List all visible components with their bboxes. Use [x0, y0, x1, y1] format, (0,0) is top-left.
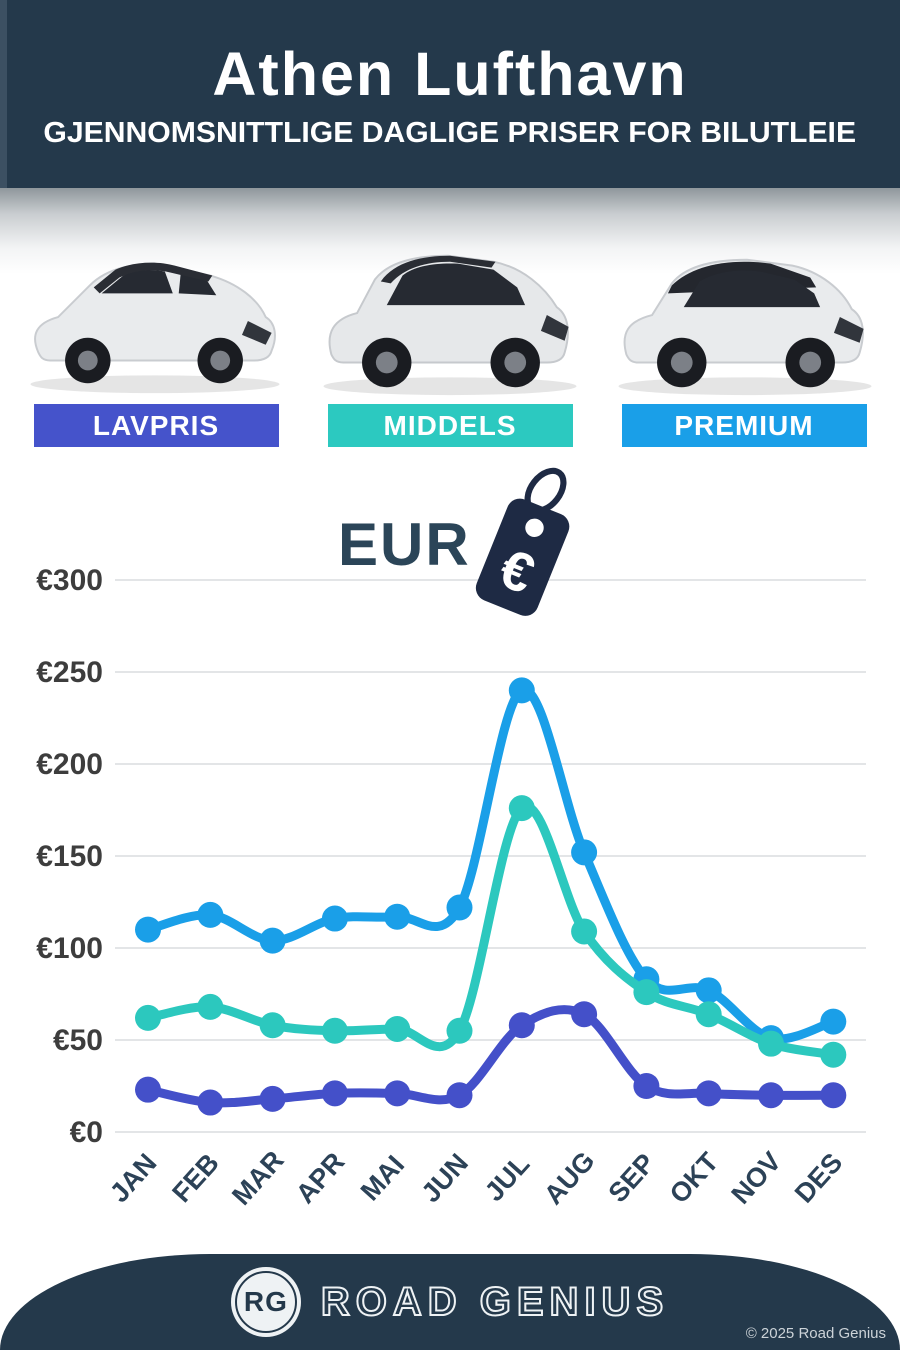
middels-point	[508, 795, 535, 822]
x-axis-label: OKT	[664, 1146, 725, 1209]
x-axis-label: SEP	[602, 1148, 660, 1208]
premium-point	[695, 977, 722, 1004]
premium-point	[197, 901, 224, 928]
road-genius-logo: RG	[230, 1267, 301, 1337]
category-label-middels: MIDDELS	[327, 404, 573, 447]
lavpris-point	[820, 1082, 847, 1109]
y-axis-tick-label: €250	[36, 656, 103, 689]
premium-point	[259, 927, 286, 954]
footer: RG ROAD GENIUS © 2025 Road Genius	[0, 1254, 900, 1350]
currency-heading: EUR €	[330, 466, 600, 626]
currency-label: EUR	[338, 511, 471, 578]
brand-name: ROAD GENIUS	[320, 1279, 670, 1325]
y-axis-tick-label: €50	[53, 1024, 103, 1057]
premium-point	[384, 903, 411, 930]
page-subtitle: GJENNOMSNITTLIGE DAGLIGE PRISER FOR BILU…	[43, 116, 857, 149]
lavpris-point	[695, 1080, 722, 1107]
middels-point	[259, 1012, 286, 1039]
middels-point	[758, 1030, 784, 1057]
middels-point	[197, 993, 224, 1020]
road-genius-logo-initials: RG	[234, 1271, 297, 1333]
lavpris-point	[758, 1082, 784, 1109]
middels-point	[820, 1041, 847, 1068]
price-tag-icon: €	[475, 467, 570, 616]
middels-point	[384, 1015, 411, 1042]
x-axis-label: APR	[290, 1147, 350, 1209]
lavpris-point	[197, 1089, 224, 1116]
lavpris-point	[508, 1012, 535, 1039]
economy-car-image	[30, 262, 280, 394]
lavpris-point	[446, 1082, 473, 1109]
y-axis-tick-label: €0	[70, 1116, 103, 1149]
y-axis-tick-label: €150	[36, 840, 103, 873]
premium-point	[446, 894, 473, 921]
copyright-text: © 2025 Road Genius	[745, 1325, 886, 1342]
x-axis-label: NOV	[726, 1146, 787, 1210]
midrange-car-image	[323, 254, 577, 396]
y-axis-tick-label: €200	[36, 748, 103, 781]
premium-point	[820, 1008, 847, 1035]
middels-point	[446, 1017, 473, 1044]
lavpris-point	[135, 1076, 161, 1103]
middels-point	[571, 918, 598, 945]
middels-point	[135, 1004, 161, 1031]
middels-point	[695, 1001, 722, 1028]
footer-branding: RG ROAD GENIUS	[0, 1254, 900, 1350]
x-axis-label: MAR	[226, 1145, 289, 1211]
x-axis-label: JUN	[416, 1148, 474, 1208]
x-axis-label: JAN	[104, 1148, 162, 1208]
lavpris-point	[384, 1080, 411, 1107]
premium-car-image	[618, 258, 872, 396]
y-axis-tick-label: €100	[36, 932, 103, 965]
category-label-lavpris: LAVPRIS	[33, 404, 279, 447]
lavpris-point	[633, 1073, 660, 1099]
price-line-chart: €0 €50 €100 €150 €200 €250 €300 JAN FEB MAR APR MAI…	[36, 564, 866, 1211]
middels-point	[321, 1017, 348, 1044]
middels-point	[633, 979, 660, 1006]
category-labels-row: LAVPRIS MIDDELS PREMIUM	[0, 404, 900, 447]
category-label-premium: PREMIUM	[621, 404, 867, 447]
premium-point	[135, 916, 161, 943]
x-axis-label: MAI	[355, 1150, 410, 1207]
premium-line	[143, 685, 838, 1044]
lavpris-point	[321, 1080, 348, 1107]
x-axis-label: AUG	[538, 1146, 600, 1211]
premium-point	[321, 905, 348, 932]
x-axis-label: FEB	[166, 1148, 224, 1208]
x-axis-label: DES	[789, 1147, 848, 1208]
premium-point	[508, 677, 535, 704]
premium-point	[571, 839, 598, 866]
car-images-row	[0, 232, 900, 404]
page-title: Athen Lufthavn	[212, 40, 688, 109]
lavpris-point	[571, 1001, 598, 1028]
header: Athen Lufthavn GJENNOMSNITTLIGE DAGLIGE …	[0, 0, 900, 188]
y-axis-tick-label: €300	[36, 564, 103, 597]
x-axis-label: JUL	[479, 1149, 535, 1207]
lavpris-point	[259, 1085, 286, 1112]
